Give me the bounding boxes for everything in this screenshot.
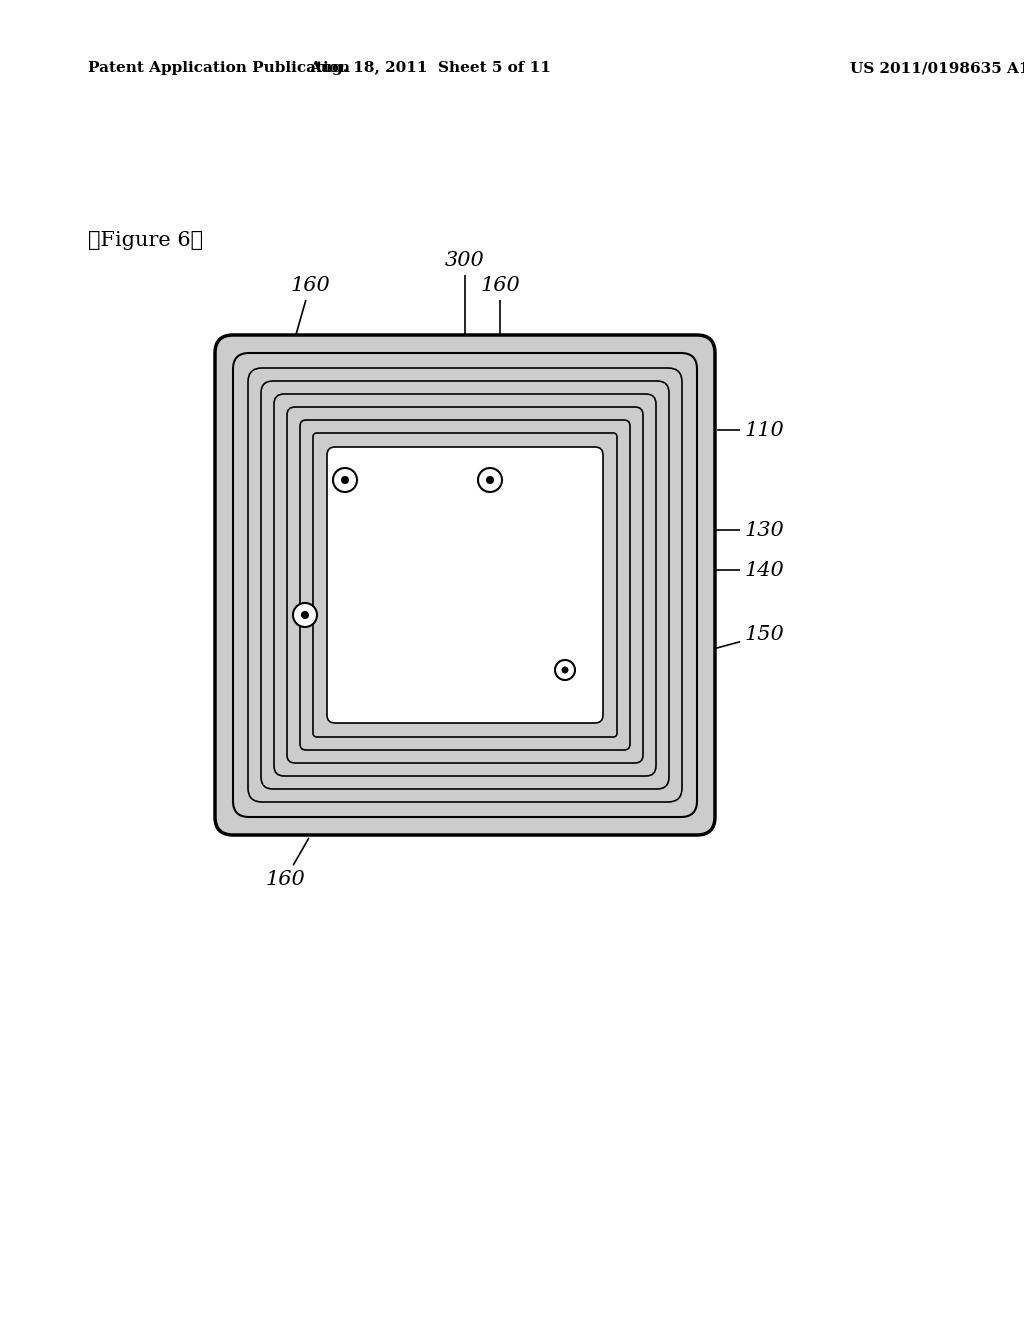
Text: 150: 150 xyxy=(683,626,784,657)
Text: 【Figure 6】: 【Figure 6】 xyxy=(88,231,203,249)
Circle shape xyxy=(478,469,502,492)
Text: 140: 140 xyxy=(697,561,784,579)
Text: 160: 160 xyxy=(265,838,308,888)
Circle shape xyxy=(302,611,308,618)
Circle shape xyxy=(342,477,348,483)
Text: 110: 110 xyxy=(718,421,784,440)
FancyBboxPatch shape xyxy=(215,335,715,836)
Circle shape xyxy=(562,667,567,673)
Text: 300: 300 xyxy=(445,251,485,334)
Text: 160: 160 xyxy=(480,276,520,335)
Circle shape xyxy=(555,660,575,680)
Circle shape xyxy=(333,469,357,492)
Text: US 2011/0198635 A1: US 2011/0198635 A1 xyxy=(850,61,1024,75)
Text: 130: 130 xyxy=(702,520,784,540)
Text: 160: 160 xyxy=(290,276,330,335)
Text: Aug. 18, 2011  Sheet 5 of 11: Aug. 18, 2011 Sheet 5 of 11 xyxy=(309,61,551,75)
Circle shape xyxy=(486,477,494,483)
Text: Patent Application Publication: Patent Application Publication xyxy=(88,61,350,75)
Circle shape xyxy=(293,603,317,627)
FancyBboxPatch shape xyxy=(327,447,603,723)
